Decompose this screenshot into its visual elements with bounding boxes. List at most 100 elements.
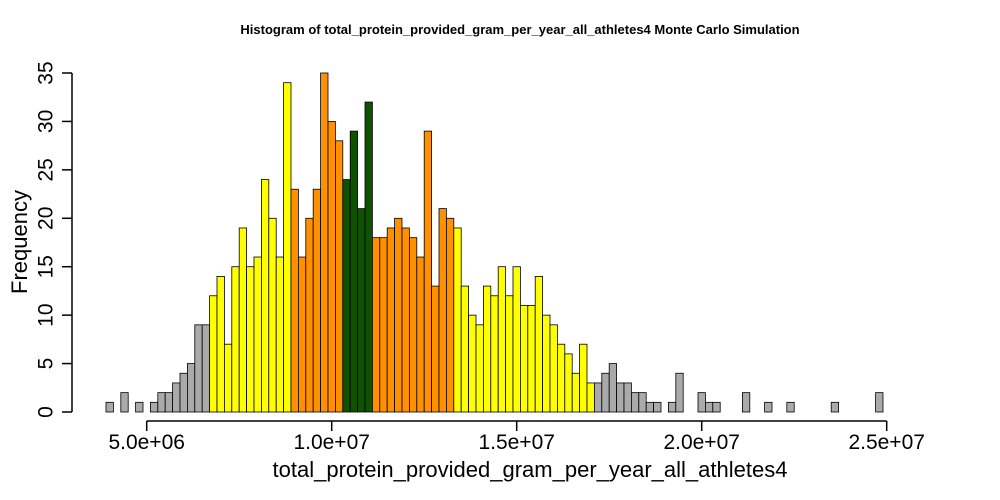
histogram-bar [512, 266, 521, 413]
histogram-bar [534, 275, 544, 413]
histogram-bar [579, 343, 588, 413]
chart-title: Histogram of total_protein_provided_gram… [240, 22, 800, 37]
histogram-bar [164, 392, 173, 413]
histogram-bar [394, 217, 403, 413]
x-tick-label: 2.5e+07 [848, 431, 925, 454]
histogram-bar [520, 305, 529, 413]
histogram-bar [231, 266, 240, 413]
y-tick-label: 30 [35, 110, 58, 133]
histogram-bar [875, 392, 884, 413]
y-tick-label: 5 [35, 358, 58, 370]
histogram-bar [283, 82, 292, 413]
histogram-bar [334, 140, 344, 413]
histogram-bar [297, 256, 307, 413]
histogram-bar [705, 401, 714, 413]
y-tick-label: 20 [35, 207, 58, 230]
histogram-bar [342, 179, 351, 413]
bars-layer [105, 72, 884, 413]
histogram-bar [275, 256, 285, 413]
histogram-bar [312, 188, 322, 413]
histogram-bar [497, 266, 507, 413]
histogram-bar [371, 237, 381, 413]
histogram-bar [320, 72, 329, 413]
histogram-bar [623, 382, 632, 413]
y-axis: 0 5 10 15 20 25 30 35 [35, 61, 73, 418]
histogram-bar [712, 401, 721, 413]
y-tick-label: 0 [35, 406, 58, 418]
histogram-bar [601, 372, 610, 413]
y-tick-label: 15 [35, 255, 58, 278]
histogram-bar [638, 392, 647, 413]
histogram-bar [571, 372, 581, 413]
histogram-bar [386, 227, 396, 413]
x-tick-label: 2.0e+07 [663, 431, 740, 454]
y-tick-label: 10 [35, 303, 58, 326]
histogram-bar [786, 401, 795, 413]
histogram-bar [349, 130, 359, 413]
histogram-bar [453, 227, 462, 413]
histogram-bar [135, 401, 144, 413]
histogram-bar [608, 363, 618, 413]
histogram-bar [223, 343, 233, 413]
x-tick-label: 1.0e+07 [293, 431, 370, 454]
histogram-bar [668, 401, 677, 413]
histogram-bar [260, 179, 270, 413]
histogram-bar [209, 295, 218, 413]
histogram-bar [490, 295, 499, 413]
histogram-bar [764, 401, 773, 413]
x-axis-label: total_protein_provided_gram_per_year_all… [272, 457, 788, 482]
histogram-bar [157, 392, 166, 413]
histogram-bar [431, 285, 440, 413]
histogram-bar [653, 401, 662, 413]
histogram-bar [697, 392, 706, 413]
histogram-bar [253, 256, 262, 413]
histogram-bar [423, 130, 433, 413]
histogram-bar [482, 285, 492, 413]
histogram-bar [542, 314, 551, 413]
x-tick-label: 5.0e+06 [108, 431, 185, 454]
histogram-bar [305, 217, 314, 413]
y-tick-label: 25 [35, 158, 58, 181]
histogram-bar [616, 382, 625, 413]
histogram-bar [527, 305, 536, 413]
histogram-bar [379, 237, 388, 413]
histogram-bar [742, 392, 751, 413]
histogram-bar [408, 237, 418, 413]
histogram-bar [216, 275, 225, 413]
histogram-bar [105, 401, 114, 413]
histogram-bar [438, 208, 447, 413]
histogram-bar [594, 382, 603, 413]
histogram-bar [172, 382, 181, 413]
histogram-bar [327, 121, 336, 413]
histogram-bar [120, 392, 129, 413]
histogram-bar [549, 324, 558, 413]
histogram-bar [401, 227, 410, 413]
histogram-bar [645, 401, 655, 413]
y-tick-label: 35 [35, 61, 58, 84]
x-tick-label: 1.5e+07 [478, 431, 555, 454]
histogram-bar [416, 256, 425, 413]
y-axis-label: Frequency [7, 190, 32, 294]
histogram-bar [246, 266, 255, 413]
histogram-bar [357, 208, 366, 413]
histogram-bar [505, 295, 514, 413]
histogram-bar [201, 324, 210, 413]
histogram-bar [557, 343, 566, 413]
histogram-bar [586, 382, 595, 413]
histogram-bar [631, 392, 640, 413]
histogram-bar [268, 217, 277, 413]
histogram-bar [675, 372, 684, 413]
histogram-bar [179, 372, 188, 413]
histogram-bar [468, 314, 477, 413]
histogram-bar [830, 401, 840, 413]
histogram-bar [475, 324, 484, 413]
histogram-bar [238, 227, 247, 413]
histogram-bar [445, 217, 455, 413]
x-axis: 5.0e+06 1.0e+07 1.5e+07 2.0e+07 2.5e+07 [108, 420, 925, 454]
histogram-bar [194, 324, 203, 413]
histogram-bar [564, 353, 573, 413]
histogram-bar [149, 401, 159, 413]
histogram-bar [290, 188, 299, 413]
